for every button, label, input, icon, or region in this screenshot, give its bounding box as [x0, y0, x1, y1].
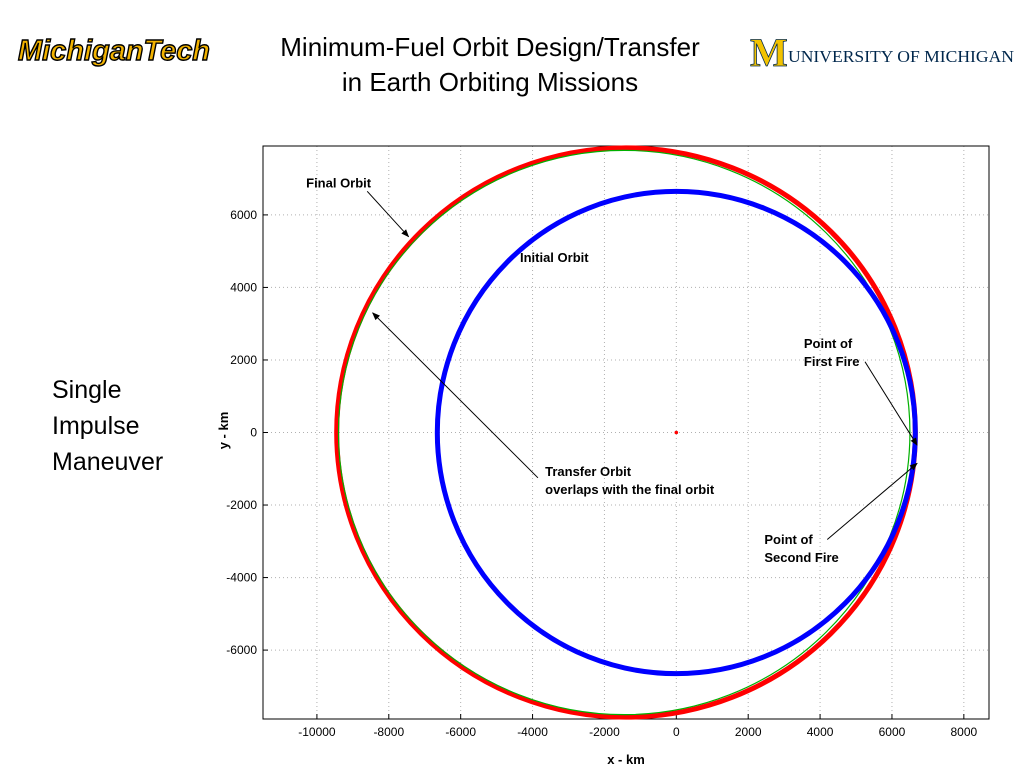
annotation-first: Point of First Fire: [804, 336, 860, 369]
annotation-first-line-1: Point of: [804, 336, 853, 351]
x-tick-label: 2000: [735, 725, 762, 739]
x-tick-label: -10000: [298, 725, 336, 739]
title-line-1: Minimum-Fuel Orbit Design/Transfer: [280, 32, 700, 62]
earth-center-point: [674, 430, 679, 435]
y-tick-label: 0: [250, 426, 257, 440]
y-tick-label: -2000: [226, 498, 257, 512]
annotation-initial-line-1: Initial Orbit: [520, 250, 589, 265]
y-tick-label: 4000: [230, 280, 257, 294]
x-tick-label: 4000: [807, 725, 834, 739]
side-label: Single Impulse Maneuver: [52, 372, 163, 480]
annotation-first-line-2: First Fire: [804, 354, 860, 369]
annotation-transfer-line-1: Transfer Orbit: [545, 464, 632, 479]
annotation-second: Point of Second Fire: [764, 532, 838, 565]
side-label-line-1: Single: [52, 376, 122, 404]
side-label-line-2: Impulse: [52, 412, 140, 440]
axis-ticks: -10000 -8000 -6000 -4000 -2000 0 2000 4000 6000 8…: [226, 208, 977, 739]
x-tick-label: -2000: [589, 725, 620, 739]
y-tick-label: 6000: [230, 208, 257, 222]
y-axis-label: y - km: [216, 412, 231, 450]
transfer-orbit-ellipse: [337, 149, 911, 716]
annotation-transfer: Transfer Orbit overlaps with the final or…: [545, 464, 715, 497]
title-line-2: in Earth Orbiting Missions: [341, 67, 639, 97]
y-tick-label: -6000: [226, 643, 257, 657]
annotation-initial: Initial Orbit: [520, 250, 589, 265]
annotation-second-line-2: Second Fire: [764, 550, 838, 565]
svg-text:MichiganTech: MichiganTech: [18, 35, 210, 67]
grid-lines: [263, 146, 989, 719]
slide-title: Minimum-Fuel Orbit Design/Transfer in Ea…: [215, 30, 765, 100]
michigan-tech-logo: MichiganTech: [17, 34, 210, 67]
x-tick-label: -4000: [517, 725, 548, 739]
annotation-second-line-1: Point of: [764, 532, 813, 547]
university-of-michigan-logo: M UNIVERSITY OF MICHIGAN: [750, 33, 1014, 73]
annotation-second-arrow: [826, 462, 918, 540]
y-tick-label: -4000: [226, 571, 257, 585]
x-tick-label: -8000: [373, 725, 404, 739]
y-tick-label: 2000: [230, 353, 257, 367]
x-tick-label: 0: [673, 725, 680, 739]
orbit-series: [334, 145, 918, 720]
annotation-first-arrow: [864, 361, 918, 446]
annotation-final: Final Orbit: [306, 176, 372, 191]
x-tick-label: 8000: [950, 725, 977, 739]
svg-text:M: M: [750, 33, 788, 73]
initial-orbit-ellipse: [434, 188, 918, 677]
x-axis-label: x - km: [607, 752, 645, 767]
x-tick-label: -6000: [445, 725, 476, 739]
side-label-line-3: Maneuver: [52, 448, 164, 476]
svg-text:UNIVERSITY OF MICHIGAN: UNIVERSITY OF MICHIGAN: [788, 47, 1014, 66]
x-tick-label: 6000: [879, 725, 906, 739]
annotation-transfer-line-2: overlaps with the final orbit: [545, 482, 715, 497]
annotation-transfer-arrow: [372, 312, 539, 479]
annotations: Final Orbit Initial Orbit Point of First Fi…: [306, 176, 918, 565]
annotation-final-arrow: [366, 190, 410, 238]
annotation-final-line-1: Final Orbit: [306, 176, 372, 191]
